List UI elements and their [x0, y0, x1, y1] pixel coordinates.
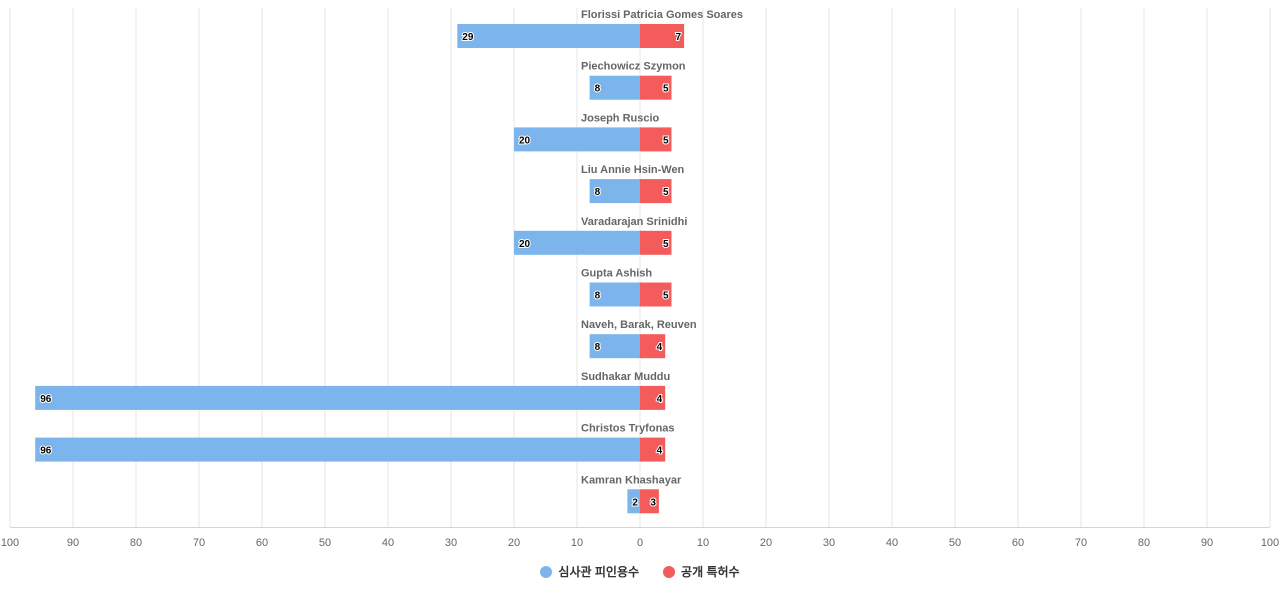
x-tick-label: 30 [445, 537, 457, 549]
bar-left[interactable] [35, 437, 640, 462]
x-tick-label: 10 [697, 537, 709, 549]
category-label: Sudhakar Muddu [581, 371, 670, 383]
diverging-bar-chart: 100 90 80 70 60 50 40 30 20 10 0 10 20 30 40 50 60 70 80 90… [1, 8, 1279, 549]
bar-left[interactable] [514, 230, 640, 255]
x-tick-label: 80 [1138, 537, 1150, 549]
bar-right[interactable] [640, 385, 666, 410]
bar-right[interactable] [640, 489, 659, 514]
bar-left[interactable] [589, 179, 640, 204]
category-label: Naveh, Barak, Reuven [581, 319, 697, 331]
bar-right[interactable] [640, 437, 666, 462]
x-tick-label: 70 [1075, 537, 1087, 549]
category-label: Gupta Ashish [581, 268, 652, 280]
bar-left-value-label: 8 [595, 342, 601, 353]
bar-left[interactable] [35, 385, 640, 410]
legend-item-citations[interactable]: 심사관 피인용수 [540, 563, 639, 580]
category-label: Joseph Ruscio [581, 112, 660, 124]
x-tick-label: 20 [508, 537, 520, 549]
bar-right[interactable] [640, 282, 672, 307]
legend-item-patents[interactable]: 공개 특허수 [663, 563, 740, 580]
category-label: Florissi Patricia Gomes Soares [581, 9, 743, 21]
bar-right-value-label: 5 [663, 135, 669, 146]
category-label: Piechowicz Szymon [581, 61, 686, 73]
bar-left-value-label: 8 [595, 84, 601, 95]
bar-left[interactable] [457, 24, 640, 48]
x-tick-label: 60 [256, 537, 268, 549]
x-tick-label: 70 [193, 537, 205, 549]
bar-left-value-label: 96 [40, 394, 52, 405]
bar-left-value-label: 20 [519, 239, 531, 250]
legend-marker-citations [540, 565, 553, 578]
category-label: Christos Tryfonas [581, 423, 675, 435]
x-tick-label: 90 [67, 537, 79, 549]
bar-right[interactable] [640, 127, 672, 152]
bar-left-value-label: 8 [595, 187, 601, 198]
bar-right[interactable] [640, 334, 666, 359]
bar-right[interactable] [640, 230, 672, 255]
category-label: Varadarajan Srinidhi [581, 216, 687, 228]
legend-marker-patents [663, 565, 676, 578]
bar-left-value-label: 96 [40, 446, 52, 457]
bar-right-value-label: 4 [657, 342, 663, 353]
x-tick-label: 50 [319, 537, 331, 549]
x-tick-label: 20 [760, 537, 772, 549]
x-tick-label: 100 [1, 537, 19, 549]
x-tick-label: 100 [1261, 537, 1279, 549]
x-tick-label: 60 [1012, 537, 1024, 549]
bar-right-value-label: 4 [657, 446, 663, 457]
bar-left[interactable] [627, 489, 640, 514]
x-tick-label: 80 [130, 537, 142, 549]
x-tick-label: 90 [1201, 537, 1213, 549]
bar-right-value-label: 5 [663, 291, 669, 302]
bar-right-value-label: 4 [657, 394, 663, 405]
bar-right[interactable] [640, 179, 672, 204]
bar-left-value-label: 20 [519, 135, 531, 146]
legend-label-citations: 심사관 피인용수 [558, 565, 640, 579]
bar-right[interactable] [640, 24, 685, 48]
bar-left[interactable] [589, 334, 640, 359]
bar-right-value-label: 7 [676, 32, 682, 43]
bar-left-value-label: 29 [462, 32, 474, 43]
category-label: Kamran Khashayar [581, 474, 682, 486]
bar-right-value-label: 5 [663, 239, 669, 250]
x-tick-label: 30 [823, 537, 835, 549]
x-tick-label: 0 [637, 537, 643, 549]
bar-left-value-label: 2 [632, 497, 638, 508]
legend-label-patents: 공개 특허수 [681, 565, 740, 579]
bar-left[interactable] [514, 127, 640, 152]
bar-left-value-label: 8 [595, 291, 601, 302]
bar-left[interactable] [589, 282, 640, 307]
bar-right-value-label: 3 [650, 497, 656, 508]
x-tick-label: 40 [886, 537, 898, 549]
x-tick-label: 50 [949, 537, 961, 549]
legend: 심사관 피인용수 공개 특허수 [0, 563, 1280, 580]
bar-right-value-label: 5 [663, 84, 669, 95]
x-tick-label: 10 [571, 537, 583, 549]
bar-left[interactable] [589, 75, 640, 100]
x-tick-label: 40 [382, 537, 394, 549]
bar-right-value-label: 5 [663, 187, 669, 198]
bar-right[interactable] [640, 75, 672, 100]
category-label: Liu Annie Hsin-Wen [581, 164, 685, 176]
